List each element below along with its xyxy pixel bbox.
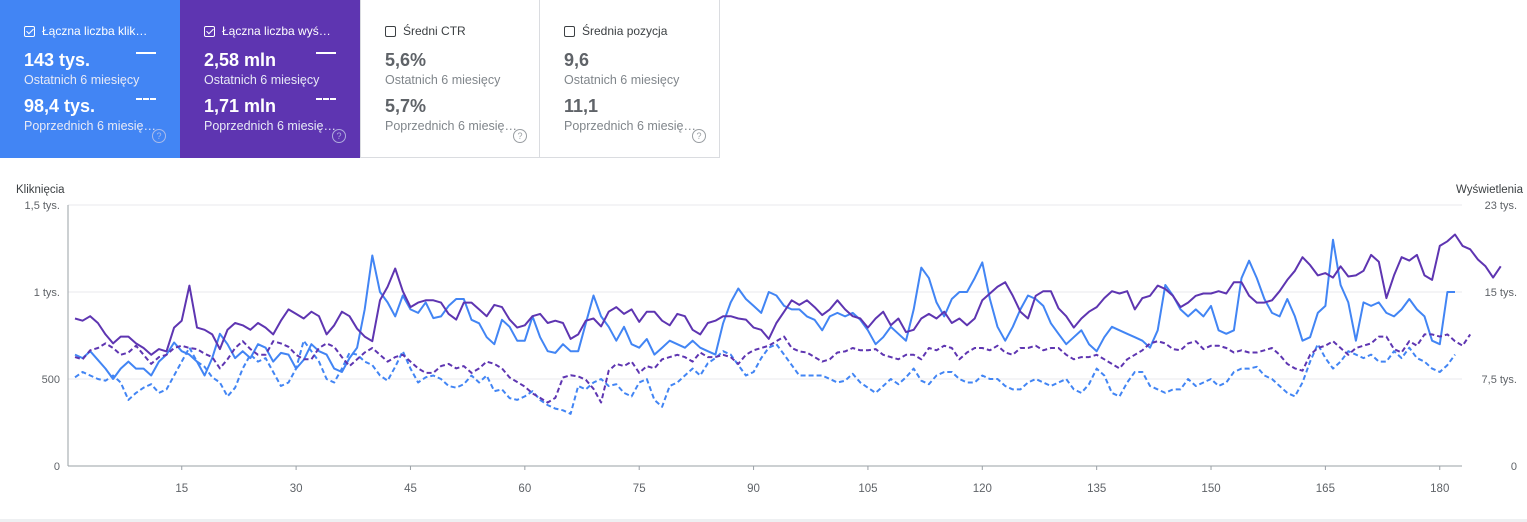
series-line-2	[74, 339, 1456, 415]
ctr-label: Średni CTR	[403, 24, 466, 38]
help-icon[interactable]: ?	[692, 129, 706, 143]
x-tick-label: 90	[747, 483, 760, 495]
chart-bottom-border	[0, 519, 1527, 522]
clicks-current-period: Ostatnich 6 miesięcy	[24, 73, 140, 87]
clicks-checkbox-row[interactable]: Łączna liczba klik…	[24, 24, 147, 38]
y2-axis-title: Wyświetlenia	[1456, 184, 1524, 196]
y-tick-label: 500	[42, 374, 60, 386]
impressions-current-period: Ostatnich 6 miesięcy	[204, 73, 320, 87]
help-icon[interactable]: ?	[513, 129, 527, 143]
help-icon[interactable]: ?	[152, 129, 166, 143]
impressions-previous-period: Poprzednich 6 miesię…	[204, 119, 337, 133]
performance-chart: 0 0 500 7,5 tys. 1 tys. 15 tys. 1,5 tys. 23 tys…	[0, 170, 1527, 515]
y2-tick-label: 23 tys.	[1485, 200, 1517, 212]
y-tick-label: 1,5 tys.	[25, 200, 60, 212]
impressions-checkbox[interactable]	[204, 25, 215, 37]
clicks-previous-value: 98,4 tys.	[24, 96, 96, 116]
position-previous-value: 11,1	[564, 96, 599, 116]
line-chart-svg: 0 0 500 7,5 tys. 1 tys. 15 tys. 1,5 tys. 23 tys…	[16, 184, 1524, 495]
impressions-current-value: 2,58 mln	[204, 50, 277, 70]
y-axis-title: Kliknięcia	[16, 184, 65, 196]
clicks-checkbox[interactable]	[24, 25, 35, 37]
position-current-value: 9,6	[564, 50, 590, 70]
metric-card-impressions[interactable]: Łączna liczba wyś… 2,58 mln Ostatnich 6 …	[180, 0, 360, 158]
x-tick-label: 75	[633, 483, 646, 495]
clicks-label: Łączna liczba klik…	[42, 24, 148, 38]
series-line-3	[74, 333, 1472, 404]
series-line-0	[74, 238, 1455, 380]
dashed-line-legend-icon	[316, 98, 336, 100]
ctr-checkbox-row[interactable]: Średni CTR	[385, 24, 466, 38]
impressions-label: Łączna liczba wyś…	[222, 24, 331, 38]
chart-series	[74, 233, 1502, 415]
position-current-period: Ostatnich 6 miesięcy	[564, 73, 680, 87]
ctr-previous-period: Poprzednich 6 miesię…	[385, 119, 518, 133]
help-icon[interactable]: ?	[332, 129, 346, 143]
x-tick-label: 15	[175, 483, 188, 495]
clicks-previous-period: Poprzednich 6 miesię…	[24, 119, 157, 133]
x-tick-label: 150	[1201, 483, 1220, 495]
x-tick-label: 30	[290, 483, 303, 495]
y-tick-label: 1 tys.	[34, 287, 60, 299]
ctr-current-period: Ostatnich 6 miesięcy	[385, 73, 501, 87]
ctr-current-value: 5,6%	[385, 50, 427, 70]
y2-tick-label: 15 tys.	[1485, 287, 1517, 299]
solid-line-legend-icon	[316, 52, 336, 54]
x-tick-label: 45	[404, 483, 417, 495]
series-line-1	[74, 233, 1502, 356]
metric-cards: Łączna liczba klik… 143 tys. Ostatnich 6…	[0, 0, 720, 158]
x-tick-label: 120	[973, 483, 992, 495]
dashed-line-legend-icon	[136, 98, 156, 100]
impressions-checkbox-row[interactable]: Łączna liczba wyś…	[204, 24, 331, 38]
metric-card-clicks[interactable]: Łączna liczba klik… 143 tys. Ostatnich 6…	[0, 0, 180, 158]
ctr-previous-value: 5,7%	[385, 96, 427, 116]
metric-card-position[interactable]: Średnia pozycja 9,6 Ostatnich 6 miesięcy…	[540, 0, 720, 158]
position-label: Średnia pozycja	[582, 24, 668, 38]
position-previous-period: Poprzednich 6 miesię…	[564, 119, 697, 133]
x-tick-label: 180	[1430, 483, 1449, 495]
clicks-current-value: 143 tys.	[24, 50, 91, 70]
y-tick-label: 0	[54, 461, 60, 473]
solid-line-legend-icon	[136, 52, 156, 54]
x-tick-label: 105	[858, 483, 877, 495]
y2-tick-label: 0	[1511, 461, 1517, 473]
y2-tick-label: 7,5 tys.	[1482, 374, 1517, 386]
position-checkbox-row[interactable]: Średnia pozycja	[564, 24, 667, 38]
x-tick-label: 60	[518, 483, 531, 495]
x-tick-label: 135	[1087, 483, 1106, 495]
ctr-checkbox[interactable]	[385, 25, 396, 37]
position-checkbox[interactable]	[564, 25, 575, 37]
x-tick-label: 165	[1316, 483, 1335, 495]
impressions-previous-value: 1,71 mln	[204, 96, 277, 116]
chart-axes: 0 0 500 7,5 tys. 1 tys. 15 tys. 1,5 tys. 23 tys…	[25, 200, 1517, 495]
metric-card-ctr[interactable]: Średni CTR 5,6% Ostatnich 6 miesięcy 5,7…	[360, 0, 540, 158]
